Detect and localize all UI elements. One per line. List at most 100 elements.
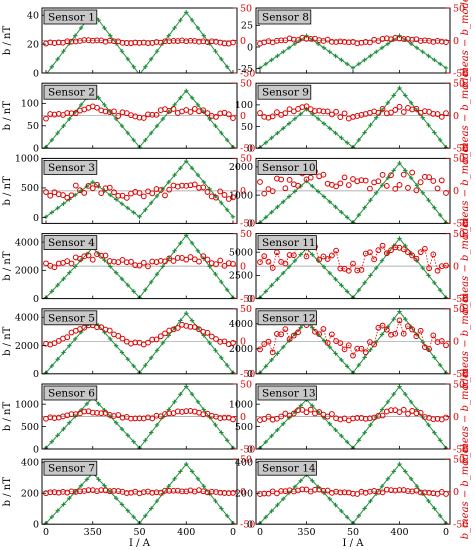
residual-point bbox=[337, 489, 344, 496]
r-tick-label: -50 bbox=[453, 294, 468, 305]
sensor-label: Sensor 3 bbox=[48, 162, 95, 174]
model-point bbox=[78, 483, 84, 488]
residual-point bbox=[337, 265, 344, 272]
residual-point bbox=[443, 39, 449, 45]
residual-point bbox=[72, 182, 79, 189]
residual-point bbox=[324, 256, 331, 262]
residual-point bbox=[337, 38, 344, 45]
residual-point bbox=[405, 249, 411, 256]
residual-point bbox=[89, 256, 96, 263]
model-point bbox=[292, 484, 298, 490]
residual-point bbox=[375, 109, 382, 116]
residual-point bbox=[149, 415, 156, 422]
sensor-label-box: Sensor 8 bbox=[257, 9, 312, 25]
residual-point bbox=[269, 113, 276, 120]
model-point bbox=[344, 61, 350, 67]
model-point bbox=[61, 123, 66, 129]
residual-point bbox=[200, 253, 207, 260]
residual-point bbox=[132, 339, 139, 346]
residual-point bbox=[221, 490, 228, 496]
residual-point bbox=[170, 487, 177, 494]
residual-point bbox=[375, 412, 382, 419]
residual-point bbox=[421, 173, 428, 180]
right-axis-label: b_meas − b_model bbox=[460, 219, 471, 314]
sensor-label: Sensor 11 bbox=[262, 237, 316, 249]
model-point bbox=[263, 289, 269, 294]
model-point bbox=[362, 506, 367, 511]
residual-point bbox=[157, 413, 164, 420]
model-point bbox=[426, 498, 431, 504]
residual-point bbox=[324, 340, 331, 346]
sensor-label-bg bbox=[257, 159, 317, 175]
residual-point bbox=[409, 408, 416, 414]
residual-point bbox=[434, 111, 441, 117]
residual-point bbox=[174, 255, 181, 261]
model-point bbox=[432, 205, 437, 210]
residual-point bbox=[162, 192, 168, 199]
model-point bbox=[131, 363, 136, 369]
model-point bbox=[437, 61, 443, 67]
residual-point bbox=[200, 184, 207, 191]
model-point bbox=[414, 183, 420, 188]
model-point bbox=[286, 264, 292, 270]
residual-point bbox=[94, 409, 100, 416]
residual-point bbox=[396, 182, 403, 188]
residual-point bbox=[265, 338, 272, 345]
residual-point bbox=[328, 252, 335, 259]
residual-point bbox=[274, 331, 280, 337]
model-point bbox=[131, 210, 136, 215]
model-point bbox=[391, 93, 396, 98]
residual-point bbox=[409, 252, 416, 259]
model-point bbox=[102, 407, 107, 413]
model-point bbox=[321, 121, 327, 126]
residual-point bbox=[337, 180, 344, 187]
residual-point bbox=[303, 35, 310, 42]
model-point bbox=[184, 310, 189, 316]
model-point bbox=[125, 508, 131, 513]
residual-point bbox=[89, 37, 96, 44]
model-point bbox=[356, 438, 362, 443]
y-tick-label: -25 bbox=[238, 64, 253, 75]
model-point bbox=[327, 421, 332, 427]
residual-point bbox=[438, 263, 445, 270]
model-point bbox=[113, 197, 119, 202]
model-point bbox=[119, 201, 125, 206]
residual-point bbox=[257, 179, 263, 185]
residual-point bbox=[274, 109, 280, 116]
r-tick-label: 0 bbox=[453, 111, 459, 122]
model-point bbox=[437, 438, 443, 443]
x-tick-label: 400 bbox=[177, 527, 195, 538]
residual-point bbox=[379, 242, 386, 249]
residual-point bbox=[388, 172, 394, 179]
residual-point bbox=[94, 104, 100, 111]
model-point bbox=[108, 192, 113, 198]
model-point bbox=[184, 384, 189, 389]
model-point bbox=[397, 309, 402, 314]
model-point bbox=[275, 53, 280, 59]
residual-point bbox=[350, 176, 356, 182]
residual-point bbox=[354, 40, 361, 47]
residual-point bbox=[111, 108, 117, 115]
model-point bbox=[414, 484, 420, 489]
model-point bbox=[397, 384, 402, 389]
model-point bbox=[148, 200, 154, 206]
residual-point bbox=[225, 490, 232, 496]
residual-point bbox=[341, 38, 348, 45]
model-point bbox=[321, 45, 327, 51]
residual-point bbox=[417, 409, 424, 416]
model-point bbox=[263, 140, 269, 145]
residual-point bbox=[153, 489, 160, 496]
residual-point bbox=[278, 488, 285, 494]
sensor-label: Sensor 2 bbox=[48, 87, 95, 99]
model-point bbox=[154, 498, 160, 504]
residual-point bbox=[191, 106, 198, 112]
y-axis-label: b / nT bbox=[2, 101, 13, 131]
residual-point bbox=[350, 490, 356, 497]
model-point bbox=[125, 282, 131, 288]
model-point bbox=[368, 498, 373, 504]
residual-point bbox=[68, 260, 75, 267]
residual-point bbox=[187, 254, 194, 260]
model-point bbox=[219, 506, 224, 511]
residual-point bbox=[312, 486, 318, 493]
